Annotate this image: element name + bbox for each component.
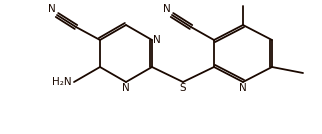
Text: N: N — [48, 4, 56, 14]
Text: H₂N: H₂N — [52, 77, 72, 87]
Text: S: S — [180, 83, 186, 93]
Text: N: N — [239, 83, 247, 93]
Text: N: N — [153, 35, 161, 45]
Text: N: N — [163, 4, 171, 14]
Text: N: N — [122, 83, 130, 93]
